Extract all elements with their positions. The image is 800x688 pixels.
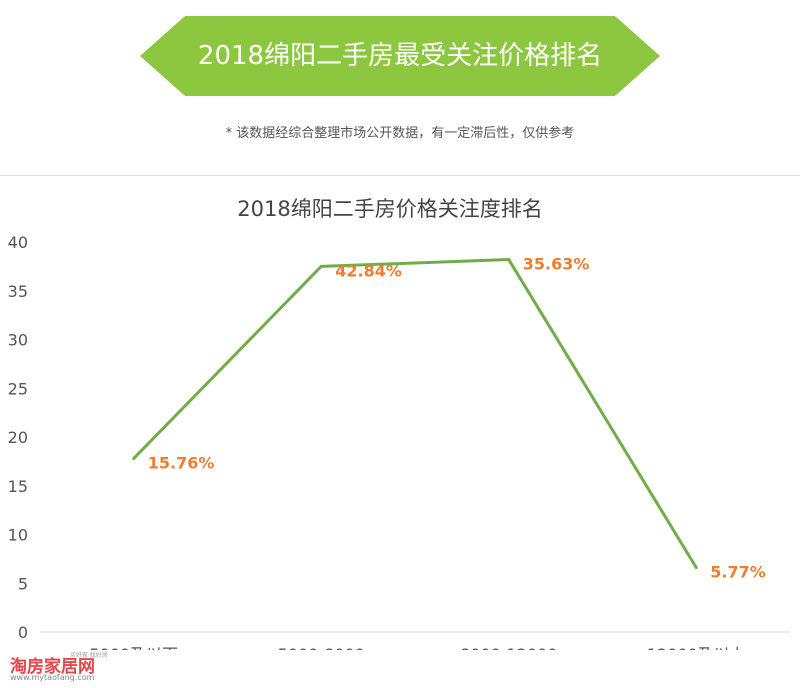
x-tick-label: 8000-12000 — [460, 645, 557, 650]
data-point — [319, 264, 323, 268]
data-label: 42.84% — [335, 261, 402, 280]
banner-shape — [140, 16, 660, 96]
y-tick-label: 5 — [18, 574, 28, 593]
data-point — [694, 566, 698, 570]
y-tick-label: 40 — [8, 233, 28, 252]
header-banner: 2018绵阳二手房最受关注价格排名 — [0, 0, 800, 100]
y-axis: 0 5 10 15 20 25 30 35 40 — [8, 233, 28, 642]
x-tick-label: 12000及以上 — [647, 645, 746, 650]
watermark: 淘房家居网 买好家·找好房 www.mytaofang.com — [8, 650, 108, 686]
y-tick-label: 25 — [8, 379, 28, 398]
disclaimer-note: * 该数据经综合整理市场公开数据，有一定滞后性，仅供参考 — [225, 126, 575, 141]
data-label: 15.76% — [148, 453, 215, 472]
data-point — [132, 456, 136, 460]
series-polyline — [132, 258, 698, 569]
watermark-url: www.mytaofang.com — [10, 673, 95, 682]
y-tick-label: 10 — [8, 526, 28, 545]
data-point — [507, 258, 511, 262]
data-label: 5.77% — [710, 563, 766, 582]
chart-title: 2018绵阳二手房价格关注度排名 — [237, 197, 542, 221]
x-tick-label: 5000及以下 — [89, 645, 178, 650]
x-tick-label: 5000-8000 — [278, 645, 365, 650]
y-tick-label: 15 — [8, 477, 28, 496]
y-tick-label: 0 — [18, 623, 28, 642]
data-labels: 15.76% 42.84% 35.63% 5.77% — [148, 255, 766, 582]
watermark-tagline: 买好家·找好房 — [70, 652, 108, 659]
y-tick-label: 35 — [8, 282, 28, 301]
watermark-logo: 淘房家居网 — [10, 657, 95, 677]
x-axis: 5000及以下 5000-8000 8000-12000 12000及以上 — [40, 631, 790, 650]
series-line — [132, 258, 698, 570]
banner-title: 2018绵阳二手房最受关注价格排名 — [197, 41, 603, 71]
data-label: 35.63% — [523, 255, 590, 274]
line-chart: 2018绵阳二手房价格关注度排名 0 5 10 15 20 25 30 35 40 5000及以… — [8, 197, 790, 650]
y-tick-label: 30 — [8, 331, 28, 350]
y-tick-label: 20 — [8, 428, 28, 447]
divider — [0, 175, 800, 176]
